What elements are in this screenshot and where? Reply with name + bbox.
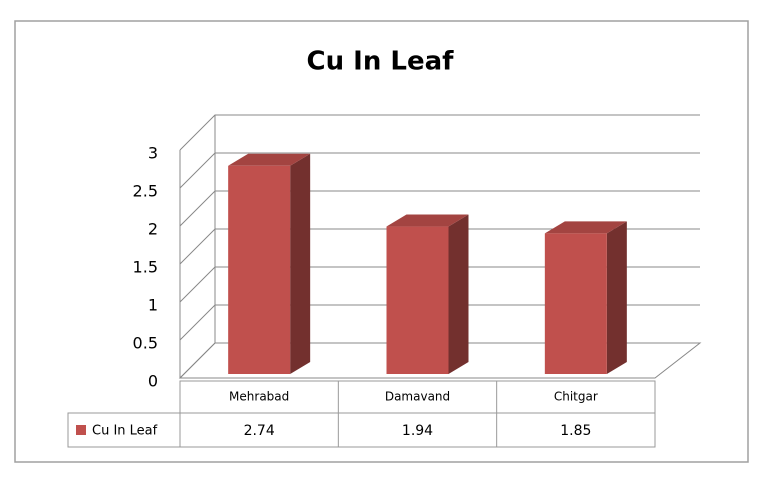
grid-line bbox=[179, 342, 700, 379]
table-value-row bbox=[67, 412, 656, 448]
x-tick-label: Damavand bbox=[385, 390, 450, 404]
bar-top bbox=[386, 214, 469, 227]
bar-side bbox=[290, 153, 311, 374]
grid-line bbox=[179, 228, 700, 265]
grid-line bbox=[179, 114, 700, 151]
table-value: 1.94 bbox=[402, 423, 433, 439]
table-value: 1.85 bbox=[560, 423, 591, 439]
legend-swatch bbox=[76, 425, 86, 435]
x-tick-label: Mehrabad bbox=[229, 390, 289, 404]
bar bbox=[544, 233, 607, 374]
table-value: 2.74 bbox=[244, 423, 275, 439]
y-tick-label: 2 bbox=[148, 220, 158, 239]
bar bbox=[386, 226, 449, 374]
grid-line bbox=[179, 190, 700, 227]
bar-side bbox=[606, 221, 627, 374]
y-tick-label: 1 bbox=[148, 296, 158, 315]
chart-frame bbox=[14, 20, 749, 463]
y-tick-label: 0 bbox=[148, 372, 158, 391]
chart-title: Cu In Leaf bbox=[307, 47, 455, 77]
bar-top bbox=[544, 221, 627, 234]
grid-line bbox=[179, 266, 700, 303]
bar bbox=[228, 165, 291, 374]
y-tick-label: 3 bbox=[148, 144, 158, 163]
y-tick-label: 2.5 bbox=[133, 182, 158, 201]
bar-top bbox=[228, 153, 311, 166]
y-tick-label: 0.5 bbox=[133, 334, 158, 353]
x-tick-label: Chitgar bbox=[554, 390, 598, 404]
grid-line bbox=[179, 152, 700, 189]
grid-line bbox=[179, 304, 700, 341]
bar-side bbox=[448, 214, 469, 374]
legend-label: Cu In Leaf bbox=[92, 424, 158, 439]
y-tick-label: 1.5 bbox=[133, 258, 158, 277]
